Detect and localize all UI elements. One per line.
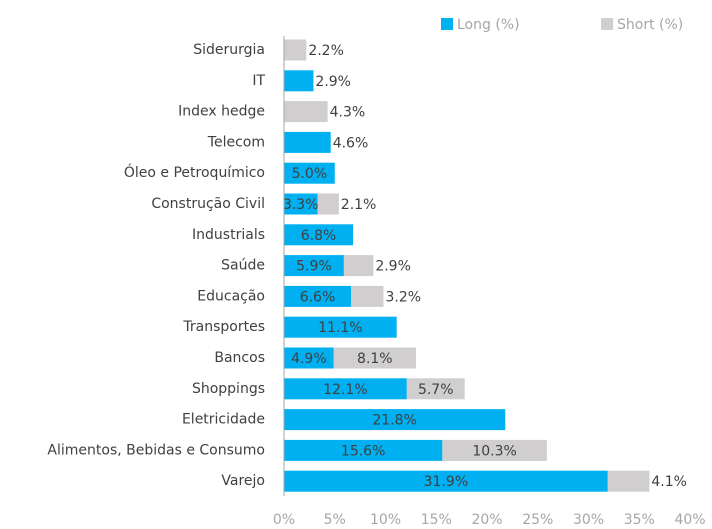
x-tick-label: 10% — [370, 512, 401, 528]
value-label: 4.3% — [330, 105, 366, 121]
bar-segment — [284, 285, 351, 307]
value-label: 2.1% — [341, 197, 377, 213]
value-label: 31.9% — [424, 474, 468, 490]
category-label: Saúde — [221, 258, 265, 274]
x-tick-label: 35% — [624, 512, 655, 528]
bar-segment — [284, 347, 334, 369]
legend-label: Short (%) — [617, 17, 683, 33]
value-label: 4.1% — [651, 474, 687, 490]
category-label: Telecom — [207, 134, 265, 150]
category-label: IT — [252, 73, 265, 89]
value-label: 15.6% — [341, 443, 385, 459]
bar-segment — [607, 470, 650, 492]
bar-segment — [284, 378, 407, 400]
bar-segment — [343, 255, 374, 277]
value-label: 12.1% — [323, 382, 367, 398]
value-label: 5.0% — [292, 166, 328, 182]
bar-segment — [284, 255, 344, 277]
category-label: Construção Civil — [151, 196, 265, 212]
x-tick-label: 30% — [573, 512, 604, 528]
value-label: 3.2% — [385, 289, 421, 305]
value-label: 6.8% — [301, 228, 337, 244]
bar-segment — [284, 316, 397, 338]
x-tick-label: 5% — [324, 512, 346, 528]
category-label: Alimentos, Bebidas e Consumo — [47, 442, 265, 458]
bar-segment — [284, 470, 608, 492]
value-label: 21.8% — [372, 413, 416, 429]
bar-segment — [284, 39, 307, 61]
bar-segment — [406, 378, 465, 400]
bar-segment — [284, 224, 354, 246]
value-label: 5.9% — [296, 259, 332, 275]
value-label: 5.7% — [418, 382, 454, 398]
bar-segment — [284, 101, 328, 123]
bar-segment — [350, 285, 384, 307]
value-label: 11.1% — [318, 320, 362, 336]
category-label: Transportes — [182, 319, 265, 335]
x-tick-label: 15% — [421, 512, 452, 528]
bar-segment — [442, 439, 547, 461]
legend-swatch — [601, 18, 613, 30]
x-tick-label: 40% — [674, 512, 705, 528]
value-label: 4.9% — [291, 351, 327, 367]
legend-swatch — [441, 18, 453, 30]
category-label: Eletricidade — [182, 412, 265, 428]
x-tick-label: 20% — [471, 512, 502, 528]
value-label: 4.6% — [333, 135, 369, 151]
category-label: Index hedge — [178, 104, 265, 120]
value-label: 8.1% — [357, 351, 393, 367]
value-label: 2.9% — [315, 74, 351, 90]
category-label: Varejo — [221, 473, 265, 489]
category-label: Educação — [197, 288, 265, 304]
x-tick-label: 25% — [522, 512, 553, 528]
bar-segment — [333, 347, 416, 369]
category-label: Óleo e Petroquímico — [124, 163, 265, 181]
bar-segment — [284, 131, 331, 153]
bar-segment — [284, 439, 443, 461]
bar-segment — [284, 409, 506, 431]
category-label: Industrials — [192, 227, 265, 243]
value-label: 10.3% — [472, 443, 516, 459]
category-label: Siderurgia — [193, 42, 265, 58]
value-label: 2.9% — [375, 259, 411, 275]
value-label: 3.3% — [283, 197, 319, 213]
value-label: 2.2% — [308, 43, 344, 59]
value-label: 6.6% — [300, 289, 336, 305]
bar-segment — [284, 162, 335, 184]
bar-segment — [317, 193, 339, 215]
bar-segment — [284, 193, 318, 215]
legend-label: Long (%) — [457, 17, 520, 33]
category-label: Bancos — [214, 350, 265, 366]
x-tick-label: 0% — [273, 512, 295, 528]
category-label: Shoppings — [192, 381, 265, 397]
bar-segment — [284, 70, 314, 92]
